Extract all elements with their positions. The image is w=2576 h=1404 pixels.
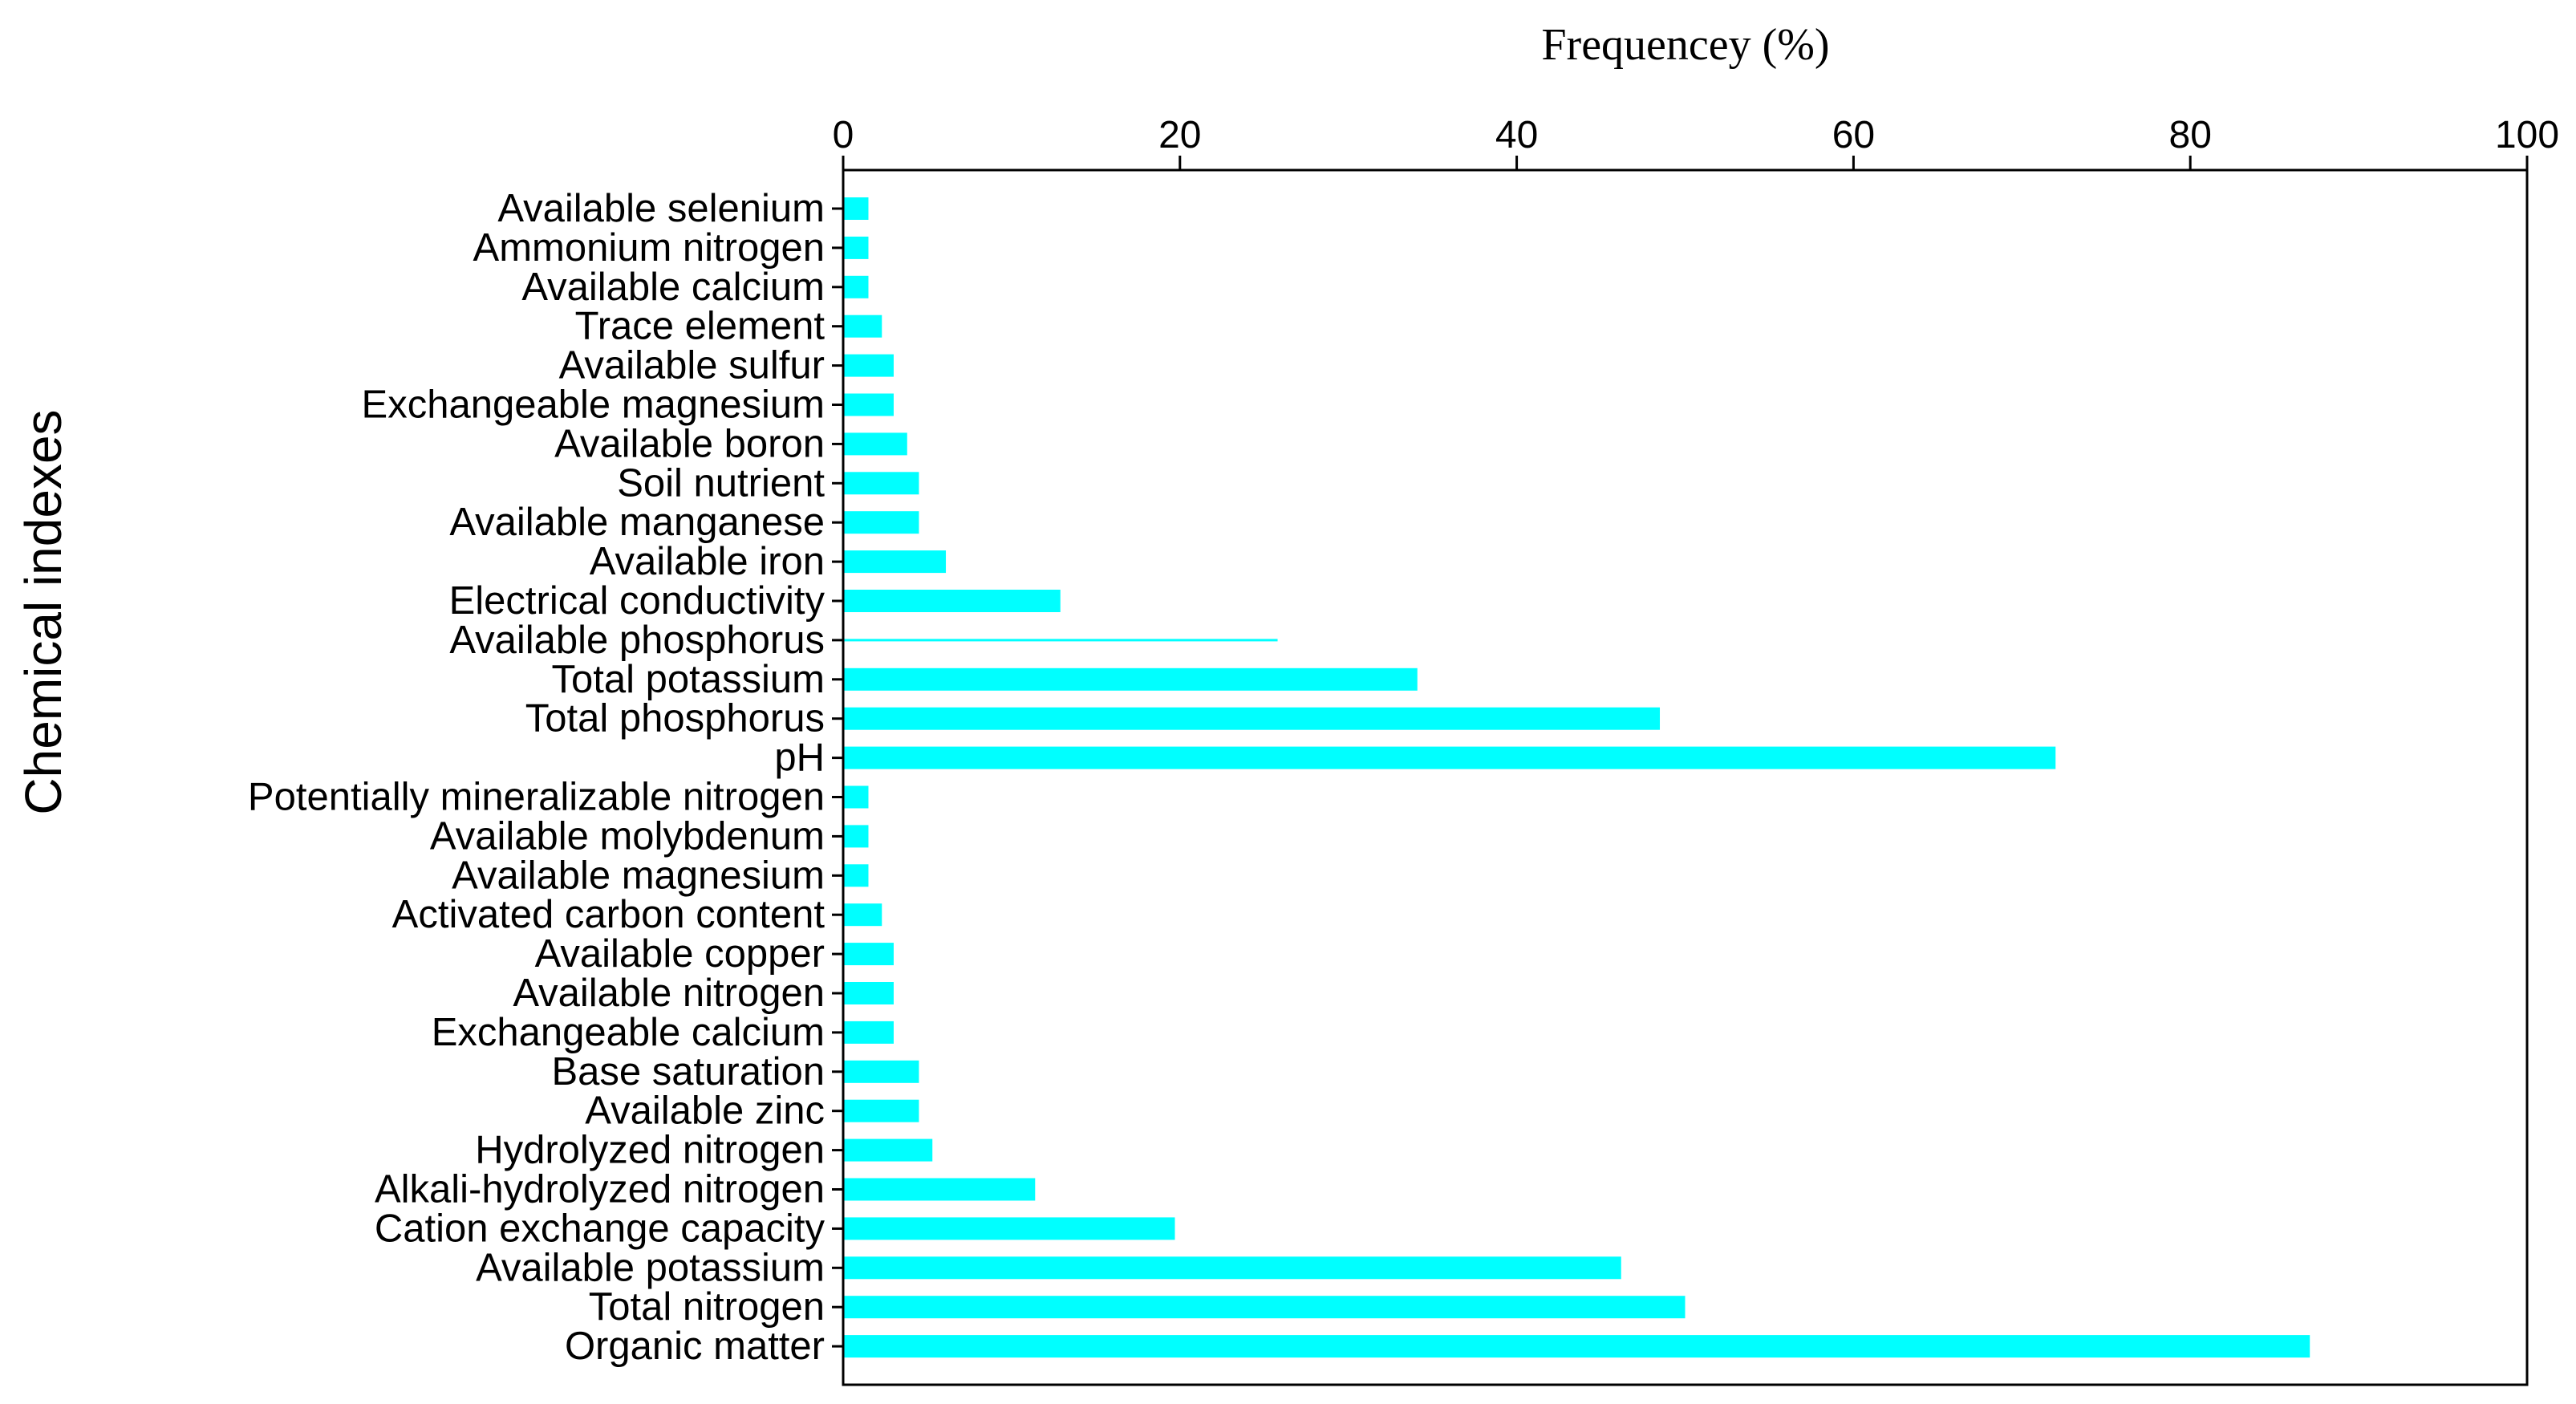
bar	[843, 746, 2056, 769]
category-label: Available nitrogen	[513, 972, 825, 1015]
bar	[843, 982, 894, 1004]
category-label: Available iron	[590, 540, 825, 583]
bar	[843, 1021, 894, 1044]
category-label: Available calcium	[521, 266, 825, 309]
category-label: Available potassium	[476, 1246, 825, 1289]
category-label: Available manganese	[449, 501, 825, 544]
category-label: Total nitrogen	[589, 1285, 825, 1329]
bar	[843, 825, 869, 848]
category-label: Potentially mineralizable nitrogen	[248, 776, 825, 819]
bar	[843, 1296, 1686, 1319]
bars-group	[843, 197, 2310, 1358]
category-label: Alkali-hydrolyzed nitrogen	[375, 1168, 825, 1211]
bar	[843, 236, 869, 259]
bar	[843, 314, 882, 338]
bar	[843, 1256, 1621, 1280]
x-tick-label: 60	[1832, 114, 1875, 156]
category-label: Activated carbon content	[392, 893, 826, 936]
bar	[843, 197, 869, 220]
category-label: Exchangeable magnesium	[362, 383, 825, 427]
bar	[843, 432, 907, 456]
category-label: Cation exchange capacity	[375, 1207, 826, 1250]
plot-frame	[842, 168, 2529, 1386]
category-label: Available phosphorus	[449, 619, 825, 662]
category-label: Hydrolyzed nitrogen	[475, 1129, 825, 1172]
bar	[843, 668, 1418, 691]
bar	[843, 393, 894, 416]
bar	[843, 943, 894, 966]
bar	[843, 1335, 2310, 1358]
category-label: Trace element	[575, 305, 826, 348]
category-label: Exchangeable calcium	[432, 1011, 825, 1054]
bar	[843, 1178, 1036, 1201]
category-label: Base saturation	[552, 1050, 826, 1094]
bar	[843, 1217, 1175, 1240]
bar	[843, 1138, 933, 1162]
category-label: Available molybdenum	[430, 814, 825, 858]
x-axis-ticks-group: 0 20 40 60 80 100	[833, 114, 2559, 170]
bar	[843, 864, 869, 887]
bar	[843, 472, 919, 495]
bar	[843, 1099, 919, 1122]
category-label: Available selenium	[497, 187, 825, 230]
x-tick-label: 80	[2169, 114, 2212, 156]
bar	[843, 903, 882, 927]
x-tick-label: 40	[1495, 114, 1538, 156]
category-label: Electrical conductivity	[449, 579, 826, 623]
bar	[843, 511, 919, 534]
x-tick-label: 0	[833, 114, 854, 156]
bar	[843, 275, 869, 298]
category-label: Soil nutrient	[617, 461, 825, 505]
bar	[843, 1060, 919, 1083]
bar	[843, 639, 1278, 642]
category-label: Available magnesium	[452, 854, 825, 897]
x-tick-label: 20	[1158, 114, 1201, 156]
category-label: pH	[774, 736, 825, 780]
category-label: Total phosphorus	[525, 697, 825, 741]
category-label: Available sulfur	[559, 344, 825, 388]
bar	[843, 785, 869, 809]
category-label: Total potassium	[552, 658, 825, 701]
bar	[843, 354, 894, 377]
y-axis-title: Chemical indexes	[14, 409, 72, 814]
category-label: Available copper	[535, 932, 825, 976]
x-axis-title: Frequencey (%)	[1541, 20, 1829, 70]
category-label: Organic matter	[565, 1325, 825, 1368]
category-label: Available boron	[554, 422, 825, 465]
x-tick-label: 100	[2495, 114, 2559, 156]
bar	[843, 590, 1061, 612]
bar	[843, 550, 947, 574]
bar	[843, 707, 1661, 730]
category-label: Ammonium nitrogen	[473, 226, 825, 270]
category-label: Available zinc	[585, 1090, 825, 1133]
